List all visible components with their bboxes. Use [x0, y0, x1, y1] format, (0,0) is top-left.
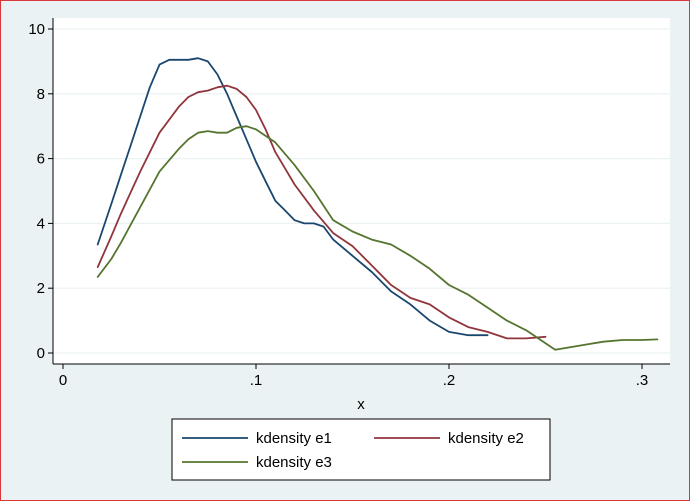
- grid-lines: [53, 28, 670, 354]
- y-tick-label: 8: [37, 86, 45, 103]
- legend-label-3: kdensity e3: [256, 454, 332, 471]
- legend-box: [171, 418, 551, 481]
- series-line-1: [96, 57, 489, 337]
- y-tick-label: 10: [28, 21, 45, 38]
- x-axis-title: x: [357, 396, 365, 413]
- x-tick-label: .3: [636, 372, 649, 389]
- plot-area: [53, 18, 670, 364]
- y-tick-label: 2: [37, 280, 45, 297]
- legend-label-1: kdensity e1: [256, 430, 332, 447]
- x-axis: 0 .1 .2 .3: [53, 363, 670, 389]
- series-layer: [96, 57, 659, 351]
- series-line-2: [96, 84, 547, 340]
- y-tick-label: 4: [37, 215, 45, 232]
- y-tick-label: 0: [37, 345, 45, 362]
- legend-label-2: kdensity e2: [448, 430, 524, 447]
- x-tick-label: .1: [250, 372, 263, 389]
- y-axis: 0 2 4 6 8 10: [28, 18, 54, 364]
- y-tick-label: 6: [37, 151, 45, 168]
- x-tick-label: 0: [59, 372, 67, 389]
- series-line-3: [96, 125, 659, 351]
- x-tick-label: .2: [443, 372, 456, 389]
- legend: kdensity e1 kdensity e2 kdensity e3: [171, 418, 551, 481]
